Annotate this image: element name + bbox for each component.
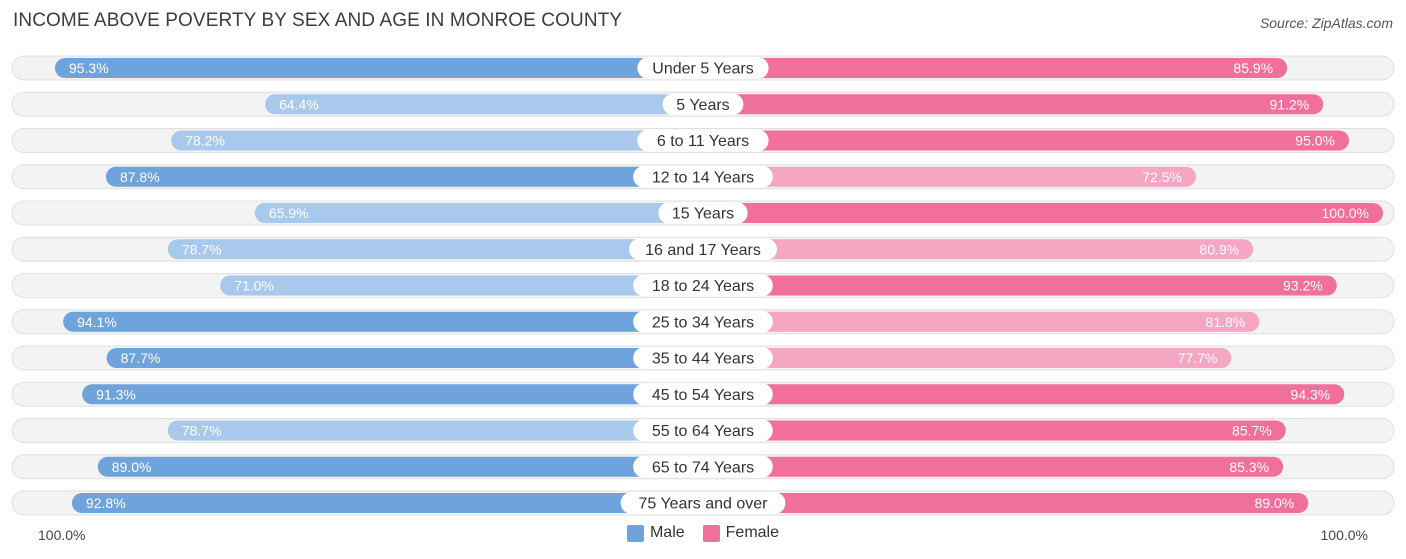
female-bar <box>703 348 1232 368</box>
axis-left-label: 100.0% <box>38 527 86 543</box>
axis-right-label: 100.0% <box>1320 527 1368 543</box>
male-bar <box>54 58 703 78</box>
category-label: 18 to 24 Years <box>652 278 754 295</box>
category-pill <box>620 492 786 514</box>
male-bar <box>167 420 704 441</box>
male-bar <box>254 203 703 223</box>
category-pill <box>629 238 777 261</box>
category-label: 16 and 17 Years <box>645 242 761 259</box>
legend-label-female: Female <box>725 524 780 541</box>
legend-item-male: Male <box>626 524 685 542</box>
male-value-label: 95.3% <box>69 60 109 76</box>
category-pill <box>637 57 769 79</box>
category-pill <box>633 383 773 406</box>
female-value-label: 80.9% <box>1199 241 1239 257</box>
legend-swatch-male <box>626 524 644 542</box>
female-value-label: 94.3% <box>1291 386 1331 402</box>
category-pill <box>633 347 773 369</box>
male-value-label: 78.7% <box>182 423 222 439</box>
male-value-label: 91.3% <box>96 386 136 402</box>
female-value-label: 85.3% <box>1229 459 1269 475</box>
male-value-label: 71.0% <box>234 278 274 294</box>
category-label: 12 to 14 Years <box>652 169 754 186</box>
male-bar <box>71 493 703 513</box>
legend-label-male: Male <box>649 524 685 541</box>
category-label: 55 to 64 Years <box>652 423 754 440</box>
category-label: 35 to 44 Years <box>652 351 754 368</box>
male-bar <box>167 239 704 260</box>
category-pill <box>633 419 773 442</box>
category-pill <box>633 455 773 478</box>
female-bar <box>703 166 1196 187</box>
category-pill <box>637 129 769 152</box>
female-bar <box>703 94 1324 115</box>
female-value-label: 91.2% <box>1269 96 1309 112</box>
category-label: 45 to 54 Years <box>652 387 754 404</box>
male-value-label: 65.9% <box>269 205 309 221</box>
legend-swatch-female <box>702 524 720 542</box>
female-bar <box>703 275 1337 296</box>
female-value-label: 85.9% <box>1233 60 1273 76</box>
category-label: Under 5 Years <box>652 61 753 78</box>
female-bar <box>703 384 1345 405</box>
female-value-label: 95.0% <box>1295 133 1335 149</box>
female-bar <box>703 203 1383 223</box>
male-bar <box>97 456 704 477</box>
female-bar <box>703 420 1286 441</box>
female-bar <box>703 58 1288 78</box>
category-pill <box>662 93 744 116</box>
category-label: 6 to 11 Years <box>657 133 749 150</box>
female-value-label: 100.0% <box>1322 205 1369 221</box>
category-label: 75 Years and over <box>639 496 769 513</box>
category-label: 65 to 74 Years <box>652 459 754 476</box>
male-bar <box>106 348 703 368</box>
female-bar <box>703 311 1260 332</box>
male-bar <box>82 384 703 405</box>
legend-item-female: Female <box>702 524 780 542</box>
chart-title: INCOME ABOVE POVERTY BY SEX AND AGE IN M… <box>13 10 623 31</box>
male-value-label: 64.4% <box>279 96 319 112</box>
male-value-label: 92.8% <box>86 495 126 511</box>
female-bar <box>703 456 1284 477</box>
female-value-label: 81.8% <box>1206 314 1246 330</box>
male-bar <box>265 94 703 115</box>
male-value-label: 78.2% <box>185 133 225 149</box>
male-value-label: 87.7% <box>121 350 161 366</box>
female-value-label: 89.0% <box>1254 495 1294 511</box>
male-value-label: 78.7% <box>182 241 222 257</box>
category-pill <box>633 310 773 333</box>
legend: Male Female <box>0 524 1406 542</box>
female-bar <box>703 493 1309 513</box>
male-value-label: 87.8% <box>120 169 160 185</box>
male-bar <box>63 311 704 332</box>
female-value-label: 85.7% <box>1232 423 1272 439</box>
male-bar <box>220 275 703 296</box>
female-value-label: 77.7% <box>1178 350 1218 366</box>
category-pill <box>633 165 773 188</box>
male-value-label: 94.1% <box>77 314 117 330</box>
category-label: 5 Years <box>676 97 729 114</box>
category-label: 15 Years <box>672 206 734 223</box>
male-bar <box>171 130 704 151</box>
female-value-label: 72.5% <box>1142 169 1182 185</box>
female-bar <box>703 130 1349 151</box>
male-value-label: 89.0% <box>112 459 152 475</box>
female-value-label: 93.2% <box>1283 278 1323 294</box>
category-pill <box>658 202 748 224</box>
diverging-bar-chart: 95.3% 85.9% Under 5 Years 64.4% 91.2% 5 Years… <box>11 55 1395 516</box>
category-label: 25 to 34 Years <box>652 314 754 331</box>
female-bar <box>703 239 1254 260</box>
category-pill <box>633 274 773 297</box>
source-note: Source: ZipAtlas.com <box>1259 15 1393 31</box>
male-bar <box>105 166 703 187</box>
